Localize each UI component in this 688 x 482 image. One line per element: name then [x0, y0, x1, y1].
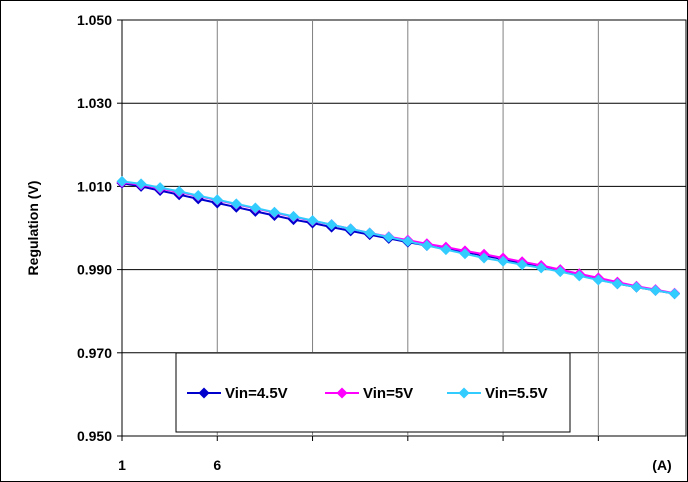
data-point: [573, 270, 585, 282]
data-point: [440, 244, 452, 256]
legend-label: Vin=4.5V: [225, 385, 288, 402]
legend-label: Vin=5.5V: [485, 385, 548, 402]
data-point: [345, 223, 357, 235]
data-point: [669, 288, 681, 300]
data-point: [116, 175, 128, 187]
y-axis-ticks: 0.950 0.970 0.990 1.010 1.030 1.050: [77, 12, 122, 444]
data-point: [535, 262, 547, 274]
data-point: [287, 210, 299, 222]
y-axis-label: Regulation (V): [25, 181, 41, 276]
data-point: [192, 190, 204, 202]
data-point: [497, 255, 509, 267]
data-point: [630, 281, 642, 293]
y-tick-label: 0.970: [77, 345, 112, 361]
y-tick-label: 0.990: [77, 262, 112, 278]
data-point: [249, 202, 261, 214]
x-axis-unit-label: (A): [652, 457, 671, 473]
y-tick-label: 0.950: [77, 428, 112, 444]
data-point: [211, 194, 223, 206]
legend-items: Vin=4.5V Vin=5V Vin=5.5V: [187, 385, 548, 402]
legend-box: [175, 352, 571, 433]
data-point: [554, 266, 566, 278]
legend-marker: [336, 387, 348, 399]
data-point: [592, 274, 604, 286]
data-point: [307, 215, 319, 227]
legend-label: Vin=5V: [363, 385, 413, 402]
series-layer: [116, 175, 681, 300]
y-tick-label: 1.010: [77, 178, 112, 194]
y-tick-label: 1.050: [77, 12, 112, 28]
y-tick-label: 1.030: [77, 95, 112, 111]
data-point: [478, 252, 490, 264]
data-point: [135, 178, 147, 190]
legend-item: Vin=5V: [325, 385, 413, 402]
data-point: [650, 284, 662, 296]
legend-marker: [458, 387, 470, 399]
x-tick-label: 6: [213, 457, 221, 473]
legend: Vin=4.5V Vin=5V Vin=5.5V: [175, 352, 571, 433]
series-3: [116, 175, 681, 300]
data-point: [268, 206, 280, 218]
legend-item: Vin=4.5V: [187, 385, 288, 402]
data-point: [402, 235, 414, 247]
x-tick-label: 1: [118, 457, 126, 473]
data-point: [459, 248, 471, 260]
data-point: [364, 227, 376, 239]
data-point: [326, 219, 338, 231]
legend-marker: [198, 387, 210, 399]
data-point: [173, 185, 185, 197]
data-point: [516, 259, 528, 271]
data-point: [230, 198, 242, 210]
data-point: [611, 278, 623, 290]
data-point: [154, 182, 166, 194]
data-point: [383, 231, 395, 243]
legend-item: Vin=5.5V: [447, 385, 548, 402]
data-point: [421, 239, 433, 251]
